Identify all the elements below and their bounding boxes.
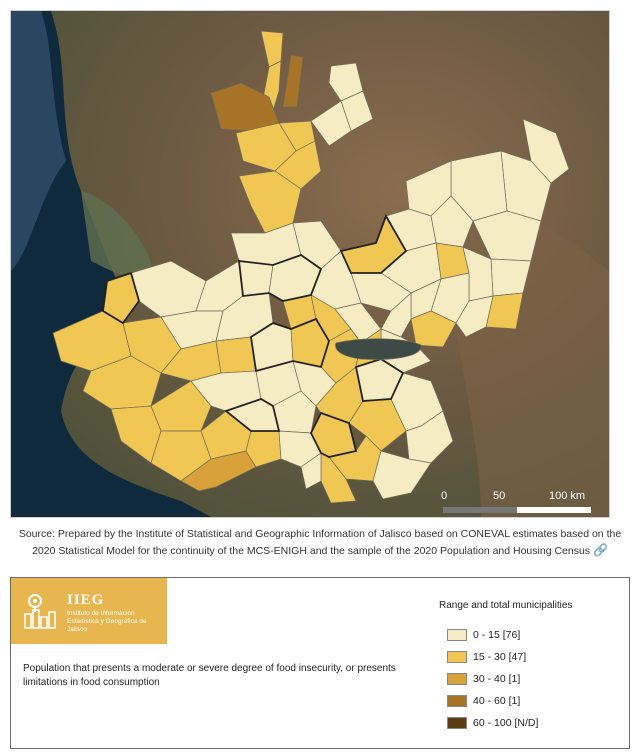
legend-swatch bbox=[447, 695, 467, 707]
region-boundaries bbox=[102, 213, 408, 458]
link-icon[interactable]: 🔗 bbox=[592, 543, 608, 557]
municipality[interactable] bbox=[380, 292, 412, 338]
pacific-ocean bbox=[11, 11, 211, 517]
municipalities[interactable] bbox=[52, 30, 570, 504]
scale-bar: 0 50 100 km bbox=[441, 490, 591, 513]
map-frame[interactable]: 0 50 100 km bbox=[10, 10, 610, 518]
legend-item: 0 - 15 [76] bbox=[447, 628, 520, 642]
legend-swatch bbox=[447, 717, 467, 729]
scale-label-100: 100 km bbox=[549, 490, 585, 502]
municipality[interactable] bbox=[310, 100, 352, 147]
legend-swatch bbox=[447, 629, 467, 641]
legend-label: 0 - 15 [76] bbox=[473, 629, 521, 641]
scale-label-0: 0 bbox=[441, 490, 447, 502]
municipality[interactable] bbox=[215, 336, 257, 374]
municipality[interactable] bbox=[410, 310, 457, 348]
municipality[interactable] bbox=[455, 295, 494, 338]
municipality[interactable] bbox=[300, 452, 322, 490]
municipality[interactable] bbox=[522, 118, 570, 184]
legend-label: 40 - 60 [1] bbox=[473, 695, 521, 707]
legend-title: Range and total municipalities bbox=[439, 600, 573, 611]
legend-swatch bbox=[447, 673, 467, 685]
map-pin-buildings-icon bbox=[24, 594, 56, 629]
legend-item: 15 - 30 [47] bbox=[447, 650, 526, 664]
coastal-plain bbox=[81, 191, 153, 281]
legend-item: 30 - 40 [1] bbox=[447, 672, 520, 686]
municipality[interactable] bbox=[282, 54, 304, 108]
logo-title: IIEG bbox=[67, 592, 105, 608]
municipality[interactable] bbox=[238, 260, 274, 297]
legend-label: 60 - 100 [N/D] bbox=[473, 717, 539, 729]
lake-chapala bbox=[335, 338, 422, 360]
scale-bar-segment bbox=[443, 507, 517, 513]
scale-label-50: 50 bbox=[493, 490, 505, 502]
legend-item: 40 - 60 [1] bbox=[447, 694, 520, 708]
source-caption: Source: Prepared by the Institute of Sta… bbox=[10, 526, 630, 559]
legend-swatch bbox=[447, 651, 467, 663]
legend-item: 60 - 100 [N/D] bbox=[447, 716, 538, 730]
iieg-logo: IIEG Instituto de Información Estadístic… bbox=[11, 578, 167, 644]
legend-label: 15 - 30 [47] bbox=[473, 651, 527, 663]
municipality[interactable] bbox=[372, 450, 432, 500]
municipality[interactable] bbox=[472, 210, 542, 262]
indicator-description: Population that presents a moderate or s… bbox=[23, 663, 396, 688]
jalisco-map[interactable]: 0 50 100 km bbox=[11, 11, 609, 517]
logo-subtitle: Instituto de Información Estadística y G… bbox=[67, 610, 147, 633]
source-text: Source: Prepared by the Institute of Sta… bbox=[18, 528, 622, 557]
legend-label: 30 - 40 [1] bbox=[473, 673, 521, 685]
legend-panel: IIEG Instituto de Información Estadístic… bbox=[10, 577, 630, 749]
coastal-water bbox=[11, 11, 66, 271]
